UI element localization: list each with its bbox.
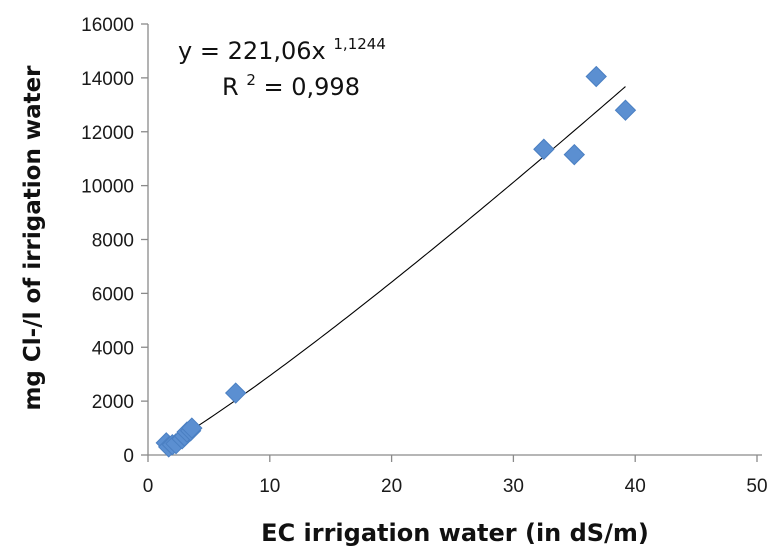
x-axis-ticks: 0 10 20 30 40 50 (143, 455, 768, 497)
x-axis-title: EC irrigation water (in dS/m) (261, 519, 649, 547)
data-points (155, 65, 637, 458)
y-tick-label: 16000 (81, 15, 134, 36)
y-tick-label: 12000 (81, 123, 134, 144)
r-squared-letter: R (222, 73, 239, 101)
data-point (181, 417, 203, 439)
y-tick-label: 14000 (81, 69, 134, 90)
x-tick-label: 10 (259, 476, 280, 497)
y-tick-label: 0 (123, 446, 134, 467)
x-tick-label: 0 (143, 476, 154, 497)
x-tick-label: 40 (625, 476, 646, 497)
y-axis-title: mg Cl-/l of irrigation water (20, 65, 46, 411)
equation-main: y = 221,06x (178, 37, 326, 65)
data-point (614, 99, 637, 121)
y-axis-ticks: 0 2000 4000 6000 8000 10000 12000 14000 16000 (81, 15, 148, 467)
data-point (585, 65, 607, 88)
y-tick-label: 2000 (92, 392, 134, 413)
equation-exponent: 1,1244 (333, 35, 386, 53)
data-point (533, 138, 555, 160)
r-squared-value: = 0,998 (264, 73, 360, 101)
x-tick-label: 30 (503, 476, 524, 497)
y-tick-label: 6000 (92, 284, 134, 305)
plot-area: 0 2000 4000 6000 8000 10000 12000 14000 16000 0 1… (81, 15, 767, 497)
r-squared-sup: 2 (246, 71, 256, 89)
y-tick-label: 8000 (92, 231, 134, 252)
y-tick-label: 4000 (92, 338, 134, 359)
data-point (224, 382, 247, 404)
y-tick-label: 10000 (81, 177, 134, 198)
data-point (563, 143, 586, 166)
r-squared: R 2 = 0,998 (222, 63, 360, 101)
x-tick-label: 50 (746, 476, 767, 497)
trendline-equation: y = 221,06x 1,1244 (178, 35, 386, 65)
x-tick-label: 20 (381, 476, 402, 497)
